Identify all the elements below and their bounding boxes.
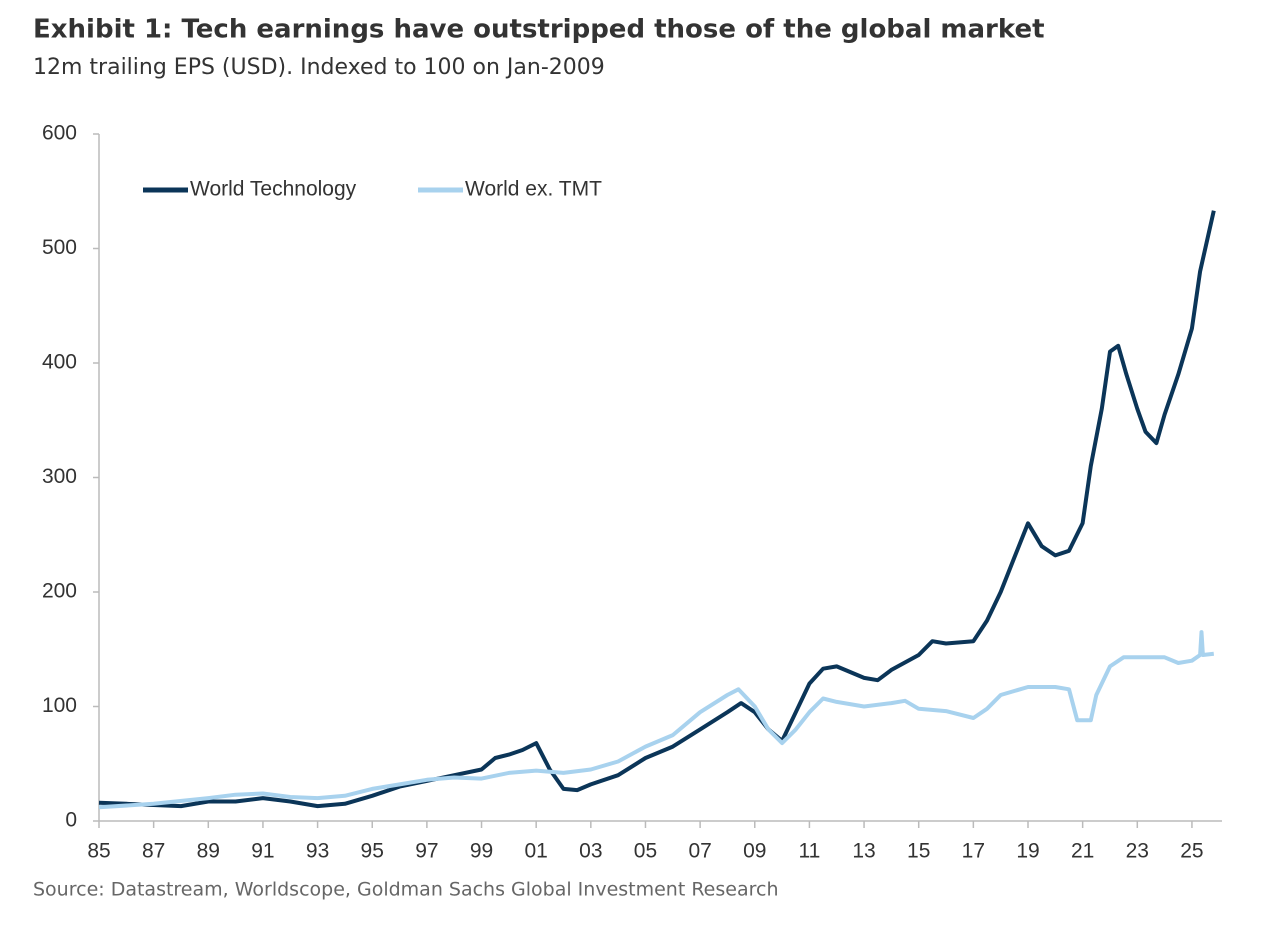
y-tick-label: 200 (42, 580, 77, 603)
chart-subtitle: 12m trailing EPS (USD). Indexed to 100 o… (33, 55, 605, 80)
x-tick-label: 05 (634, 840, 657, 863)
x-tick-label: 23 (1126, 840, 1149, 863)
x-tick-label: 85 (87, 840, 110, 863)
x-tick-label: 99 (470, 840, 493, 863)
y-tick-label: 500 (42, 236, 77, 259)
x-tick-label: 97 (415, 840, 438, 863)
y-tick-label: 0 (65, 809, 77, 832)
legend-label: World Technology (190, 178, 357, 201)
x-tick-label: 91 (251, 840, 274, 863)
x-tick-label: 03 (579, 840, 602, 863)
x-tick-label: 09 (743, 840, 766, 863)
x-tick-label: 07 (688, 840, 711, 863)
x-tick-label: 01 (524, 840, 547, 863)
x-tick-label: 19 (1016, 840, 1039, 863)
y-tick-label: 100 (42, 694, 77, 717)
x-tick-label: 15 (907, 840, 930, 863)
x-tick-label: 95 (361, 840, 384, 863)
y-tick-label: 400 (42, 351, 77, 374)
series-line (98, 630, 1215, 810)
x-tick-label: 87 (142, 840, 165, 863)
y-tick-label: 600 (42, 122, 77, 145)
source-note: Source: Datastream, Worldscope, Goldman … (33, 879, 778, 901)
legend-label: World ex. TMT (465, 178, 602, 201)
x-tick-label: 21 (1071, 840, 1094, 863)
x-tick-label: 13 (852, 840, 875, 863)
x-tick-label: 11 (799, 840, 821, 863)
y-tick-label: 300 (42, 465, 77, 488)
x-tick-label: 89 (197, 840, 220, 863)
series-line (98, 210, 1216, 809)
x-tick-label: 25 (1180, 840, 1203, 863)
chart-title: Exhibit 1: Tech earnings have outstrippe… (33, 15, 1045, 45)
x-tick-label: 93 (306, 840, 329, 863)
x-tick-label: 17 (962, 840, 985, 863)
